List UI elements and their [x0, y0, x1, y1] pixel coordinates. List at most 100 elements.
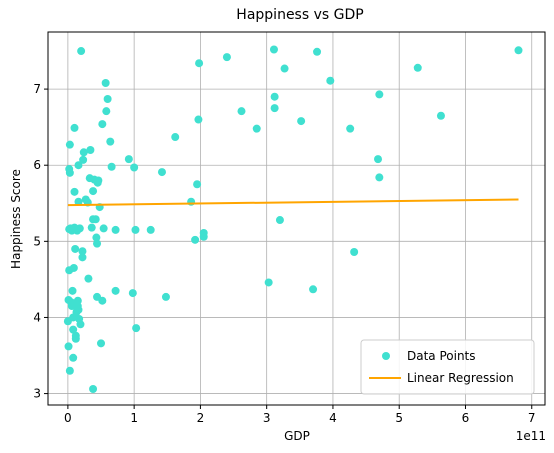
legend-label-linear-regression: Linear Regression [407, 371, 514, 385]
data-point [106, 137, 115, 146]
data-point [436, 111, 445, 120]
x-axis-ticks: 0 1 2 3 4 5 6 7 [64, 405, 536, 425]
x-tick-label: 0 [64, 411, 72, 425]
data-point [98, 120, 107, 129]
data-point [346, 124, 355, 133]
data-point [199, 232, 208, 241]
data-point [269, 45, 278, 54]
legend-label-data-points: Data Points [407, 349, 476, 363]
data-point [111, 225, 120, 234]
chart-title: Happiness vs GDP [236, 7, 363, 23]
data-point [275, 216, 284, 225]
data-point [75, 224, 84, 233]
data-point [69, 353, 78, 362]
regression-line-series [67, 198, 519, 207]
data-point [252, 124, 261, 133]
legend-box [360, 339, 535, 395]
data-point [111, 286, 120, 295]
regression-line [67, 198, 519, 207]
data-point [64, 342, 73, 351]
data-point [132, 324, 141, 333]
data-point [375, 173, 384, 182]
data-point [92, 233, 101, 242]
data-point [65, 168, 74, 177]
data-point [237, 107, 246, 116]
data-point [194, 115, 203, 124]
data-point [375, 90, 384, 99]
y-axis-ticks: 3 4 5 6 7 [33, 82, 48, 401]
x-axis-multiplier: 1e11 [516, 429, 546, 443]
data-point [86, 145, 95, 154]
x-tick-label: 4 [329, 411, 337, 425]
data-point [68, 286, 77, 295]
data-point [101, 79, 110, 88]
data-point [103, 94, 112, 103]
legend: Data Points Linear Regression [360, 339, 535, 395]
x-tick-label: 2 [197, 411, 205, 425]
y-tick-label: 7 [33, 82, 41, 96]
data-point [374, 155, 383, 164]
data-point [157, 168, 166, 177]
x-tick-label: 6 [462, 411, 470, 425]
data-point [297, 117, 306, 126]
data-point [280, 64, 289, 73]
y-tick-label: 4 [33, 310, 41, 324]
y-tick-label: 6 [33, 158, 41, 172]
data-point [270, 104, 279, 113]
data-point [65, 366, 74, 375]
data-point [350, 247, 359, 256]
data-point [74, 161, 83, 170]
legend-marker-data-points [382, 352, 390, 360]
data-point [313, 47, 322, 56]
data-point [65, 140, 74, 149]
data-point [71, 334, 80, 343]
data-point [191, 235, 200, 244]
data-point [97, 339, 106, 348]
data-point [128, 289, 137, 298]
data-point [79, 148, 88, 157]
plot-frame [47, 31, 546, 406]
data-point [193, 180, 202, 189]
data-point [326, 76, 335, 85]
data-point [76, 320, 85, 329]
data-point [107, 162, 116, 171]
data-point [89, 385, 98, 394]
data-point [131, 225, 140, 234]
data-point [78, 247, 87, 256]
x-tick-label: 5 [395, 411, 403, 425]
data-point [74, 197, 83, 206]
data-point [171, 133, 180, 142]
data-point [130, 163, 139, 172]
y-tick-label: 3 [33, 387, 41, 401]
x-tick-label: 3 [263, 411, 271, 425]
data-point [79, 155, 88, 164]
data-point [514, 46, 523, 55]
data-point [413, 63, 422, 72]
data-point [98, 296, 107, 305]
data-point [84, 274, 93, 283]
data-point [270, 92, 279, 101]
y-tick-label: 5 [33, 234, 41, 248]
data-point [124, 155, 133, 164]
data-point [77, 47, 86, 56]
x-tick-label: 1 [130, 411, 138, 425]
data-point [222, 53, 231, 62]
data-point [99, 224, 108, 233]
data-point [69, 263, 78, 272]
data-point [264, 278, 273, 287]
data-point [67, 302, 76, 311]
data-point [91, 215, 100, 224]
data-point [94, 176, 103, 185]
data-point [78, 253, 87, 262]
x-axis-label: GDP [284, 429, 310, 443]
data-point [70, 123, 79, 132]
data-point [71, 244, 80, 253]
data-point [87, 223, 96, 232]
data-point [146, 225, 155, 234]
data-point [74, 305, 83, 314]
data-point [70, 187, 79, 196]
data-points-series [63, 45, 523, 394]
data-point [69, 325, 78, 334]
y-axis-label: Happiness Score [9, 169, 23, 269]
